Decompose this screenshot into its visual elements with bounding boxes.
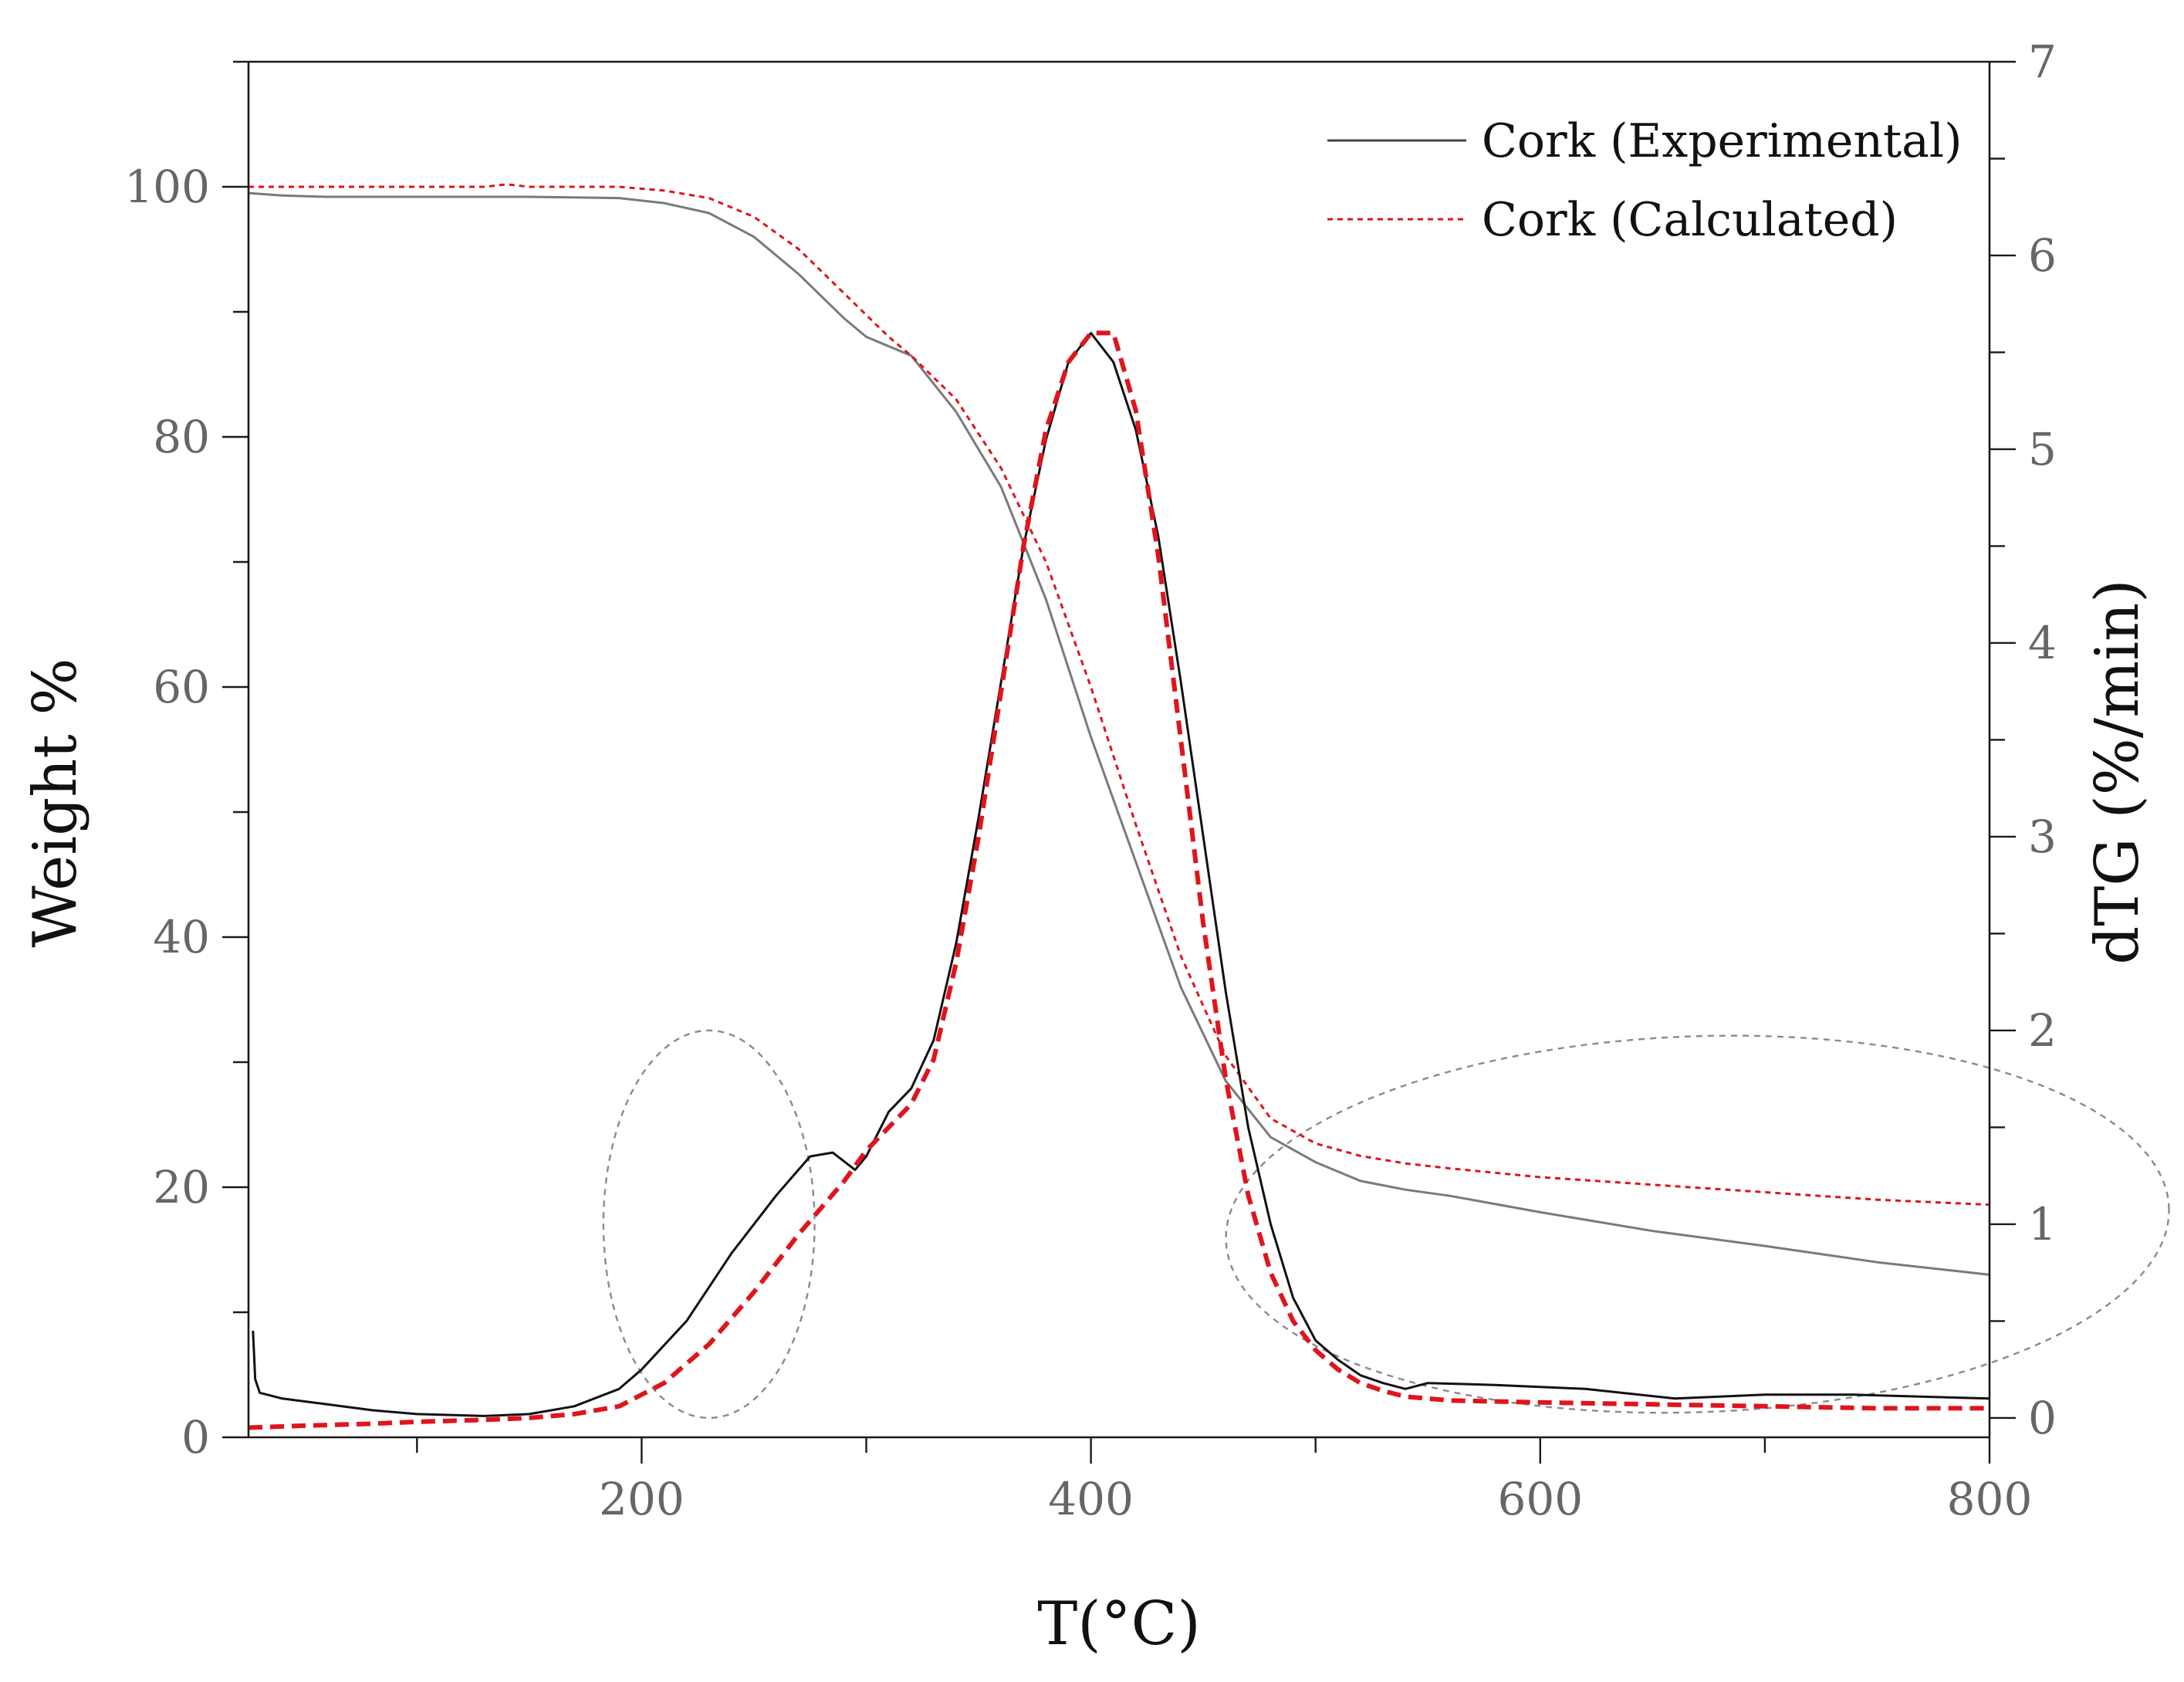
annotation-layer [602, 1029, 2170, 1420]
legend: Cork (Experimental) Cork (Calculated) [1327, 114, 1963, 247]
y-axis-title: Weight % [21, 658, 90, 947]
series-line-1 [248, 183, 1990, 1207]
y2-tick-label: 0 [2028, 1392, 2057, 1444]
y2-tick-label: 7 [2028, 36, 2057, 88]
annotation-ellipse-1 [1225, 1034, 2170, 1414]
series-line-2 [252, 331, 1990, 1417]
y-tick-label: 80 [153, 411, 210, 463]
legend-label-experimental: Cork (Experimental) [1482, 114, 1963, 168]
y-tick-label: 0 [181, 1411, 210, 1464]
y-tick-label: 60 [153, 661, 210, 713]
y-tick-label: 100 [124, 161, 210, 213]
series-layer [248, 183, 1990, 1430]
y2-tick-label: 5 [2028, 423, 2057, 475]
x-tick-label: 600 [1497, 1473, 1583, 1525]
y2-tick-label: 4 [2028, 617, 2057, 669]
series-line-3 [248, 330, 1990, 1430]
x-tick-label: 200 [599, 1473, 685, 1525]
ticks-layer: 200 400 600 800 0 20 40 60 80 100 0 1 2 3 4 5 6 7 [124, 36, 2057, 1525]
y2-tick-label: 6 [2028, 229, 2057, 282]
y2-tick-label: 1 [2028, 1198, 2057, 1251]
annotation-ellipse-0 [602, 1029, 816, 1420]
y-tick-label: 40 [153, 911, 210, 963]
y2-axis-title: dTG (%/min) [2083, 579, 2152, 964]
x-axis-title: T(°C) [1037, 1589, 1201, 1659]
x-tick-label: 800 [1947, 1473, 2033, 1525]
series-line-0 [248, 191, 1990, 1276]
y2-tick-label: 2 [2028, 1004, 2057, 1057]
legend-label-calculated: Cork (Calculated) [1482, 193, 1898, 247]
x-tick-label: 400 [1048, 1473, 1134, 1525]
y2-tick-label: 3 [2028, 811, 2057, 863]
y-tick-label: 20 [153, 1161, 210, 1213]
axes-layer [247, 60, 1991, 1439]
